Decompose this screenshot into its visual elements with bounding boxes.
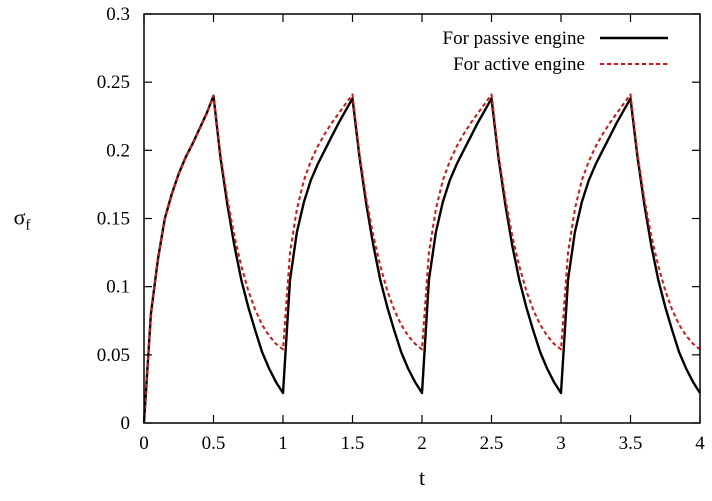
x-tick-label: 2	[417, 433, 427, 454]
series-layer	[142, 93, 702, 424]
plot-frame	[143, 13, 701, 424]
legend-label-active: For active engine	[453, 54, 585, 75]
x-tick-label: 0.5	[202, 433, 226, 454]
y-tick-label: 0	[121, 413, 131, 434]
series-line-active	[143, 93, 701, 424]
y-tick-label: 0.05	[97, 345, 130, 366]
y-axis-title-subscript: f	[25, 218, 30, 234]
y-axis-title: σf	[14, 205, 31, 234]
ticks-layer	[143, 13, 701, 424]
y-tick-label: 0.2	[106, 140, 130, 161]
x-tick-label: 1	[278, 433, 288, 454]
x-tick-label: 2.5	[480, 433, 504, 454]
series-line-passive	[142, 94, 702, 424]
x-tick-label: 1.5	[341, 433, 365, 454]
tick-labels-layer: 0 0.5 1 1.5 2 2.5 3 3.5 4 0 0.05 0.1 0.15 0.2 0.25 0.3	[97, 4, 706, 454]
x-tick-label: 3	[556, 433, 566, 454]
y-tick-label: 0.1	[106, 277, 130, 298]
x-tick-label: 3.5	[619, 433, 643, 454]
y-axis-title-symbol: σ	[14, 205, 26, 230]
y-tick-label: 0.3	[106, 4, 130, 25]
legend: For passive engine For active engine	[443, 28, 668, 75]
legend-label-passive: For passive engine	[443, 28, 585, 49]
y-tick-label: 0.15	[97, 209, 130, 230]
x-axis-title: t	[419, 465, 425, 490]
x-tick-label: 0	[139, 433, 149, 454]
y-tick-label: 0.25	[97, 72, 130, 93]
x-tick-label: 4	[695, 433, 705, 454]
